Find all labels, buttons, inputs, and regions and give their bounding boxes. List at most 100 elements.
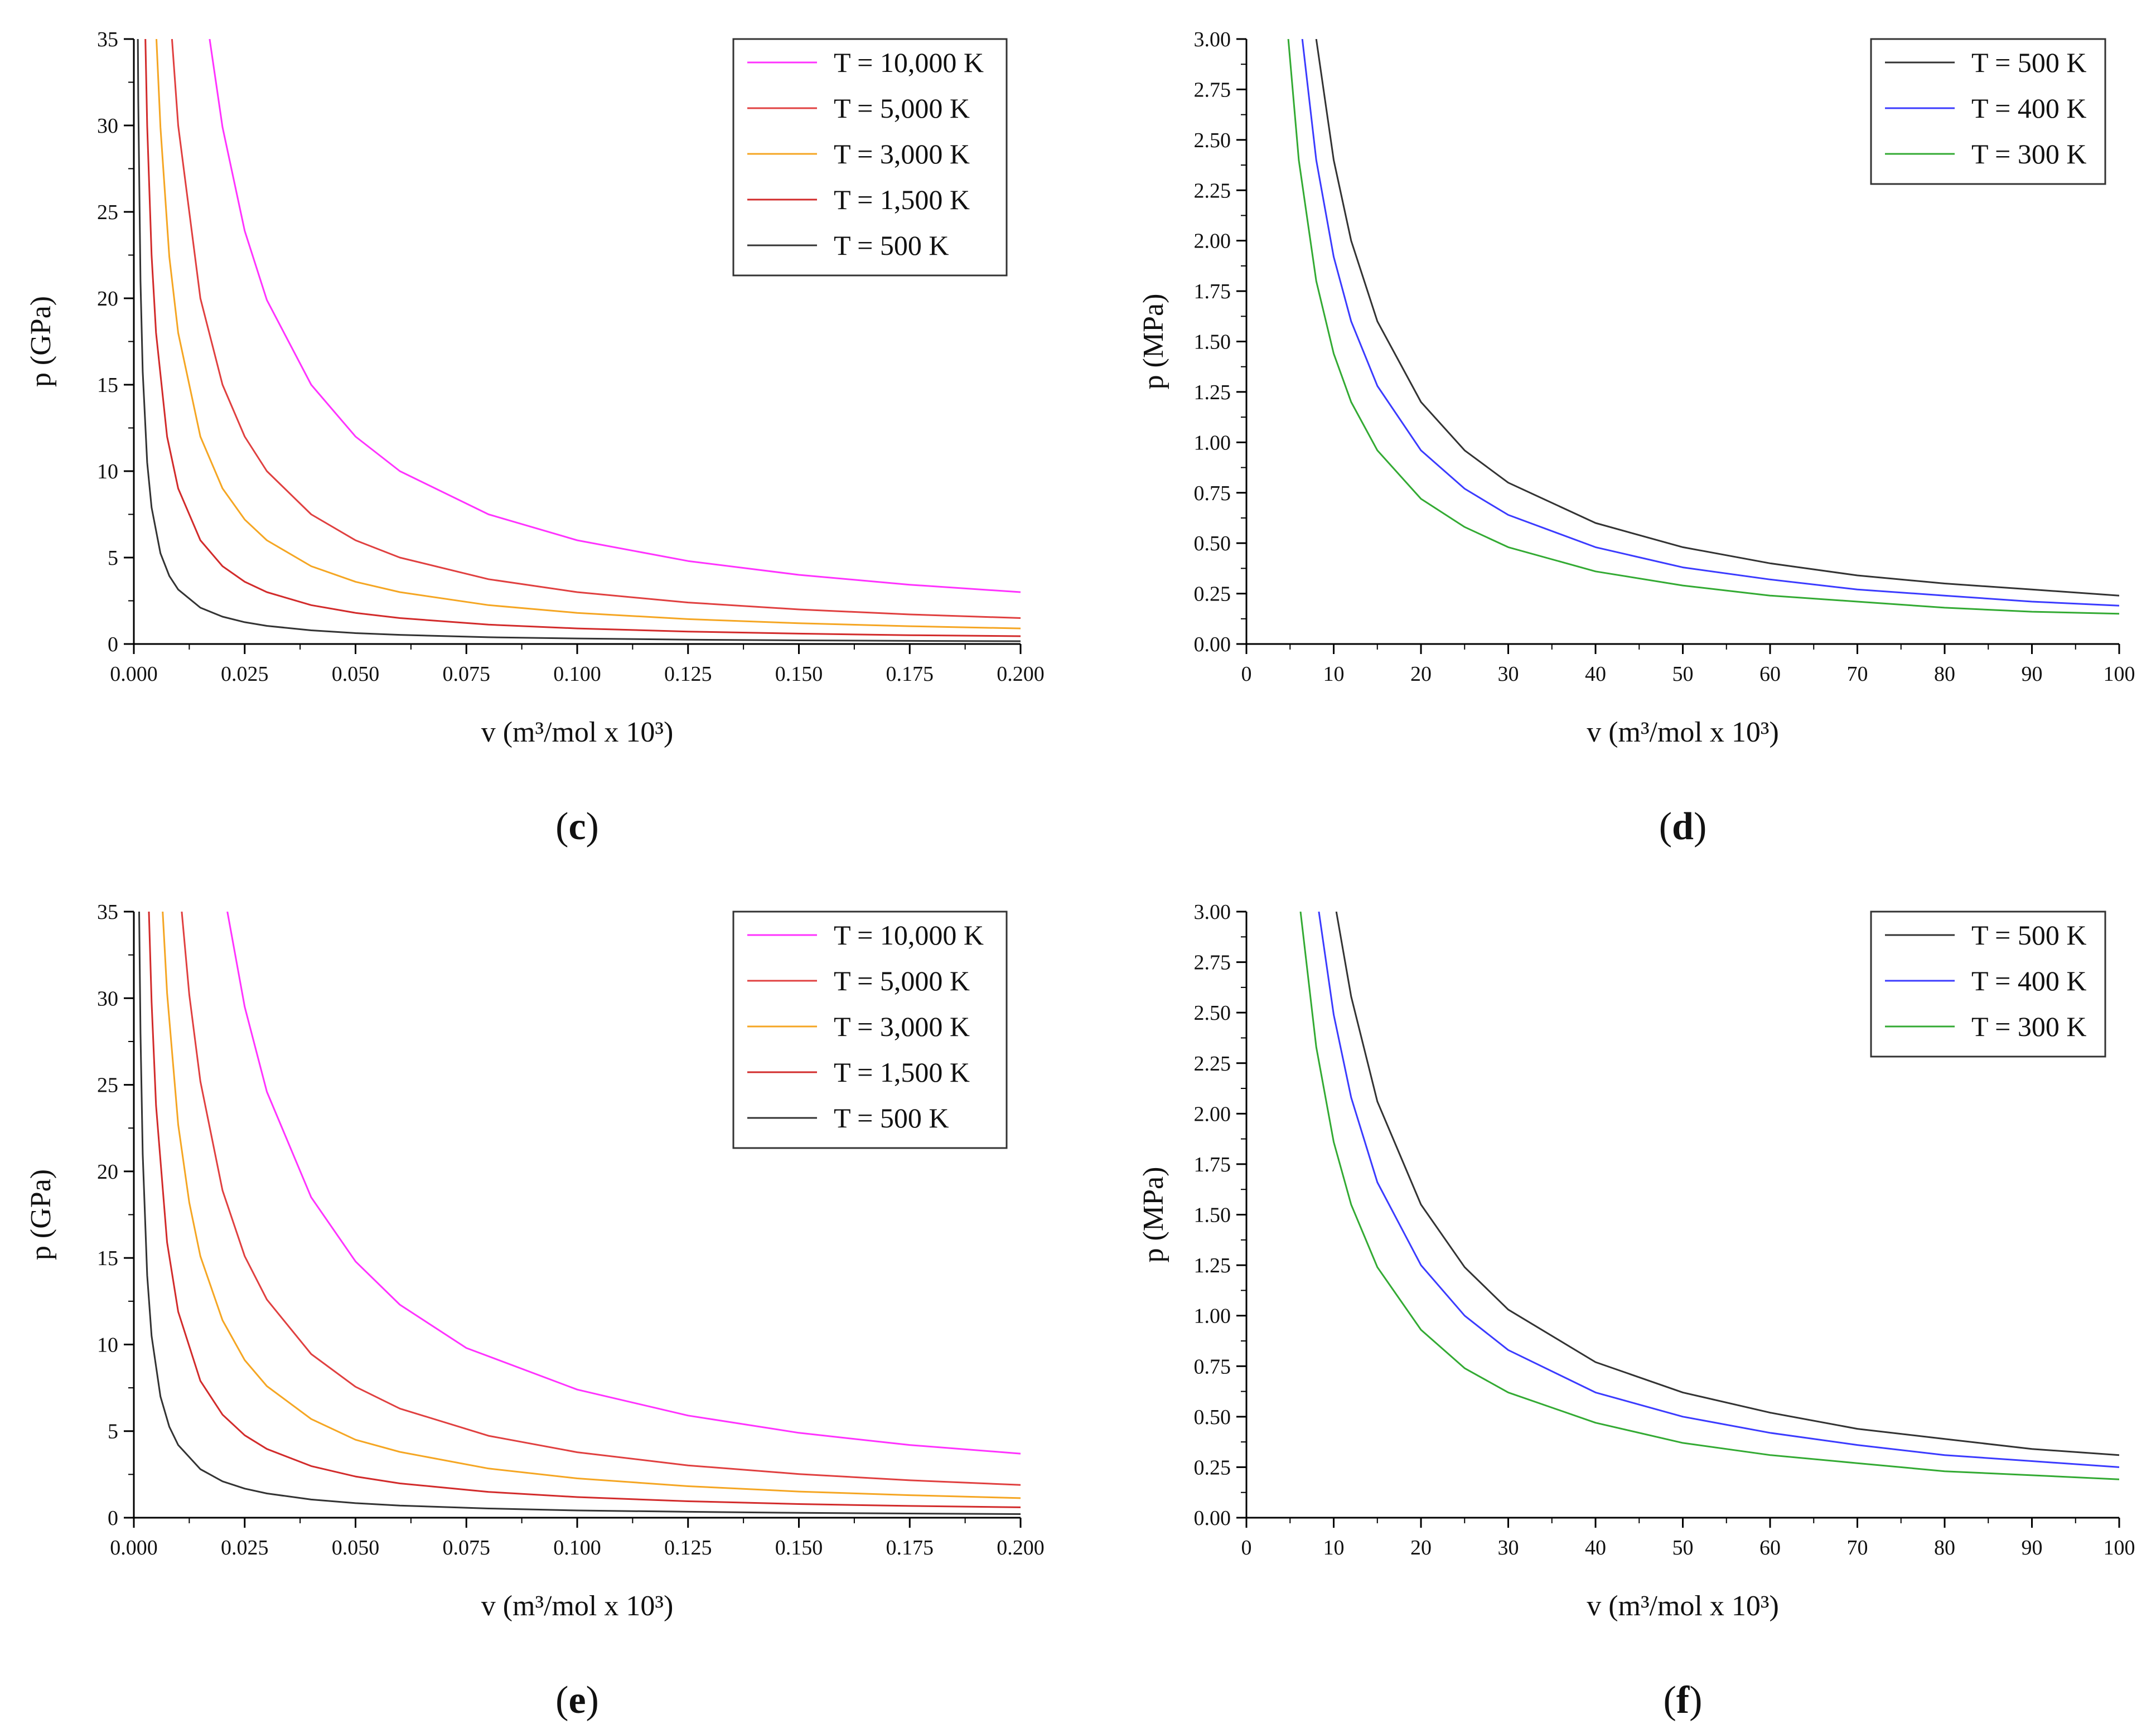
y-tick-label: 1.00 xyxy=(1194,1305,1231,1328)
x-tick-label: 0.150 xyxy=(775,662,823,686)
y-tick-label: 2.00 xyxy=(1194,1102,1231,1126)
x-tick-label: 0.125 xyxy=(664,662,712,686)
x-tick-label: 0.100 xyxy=(553,1536,601,1560)
x-tick-label: 0.150 xyxy=(775,1536,823,1560)
y-tick-label: 1.25 xyxy=(1194,381,1231,404)
y-tick-label: 0.75 xyxy=(1194,482,1231,505)
series-line-t-500-k xyxy=(1335,912,2119,1456)
y-tick-label: 25 xyxy=(97,1074,118,1097)
y-tick-label: 2.75 xyxy=(1194,951,1231,975)
x-tick-label: 0.200 xyxy=(997,1536,1045,1560)
series-line-t-300-k xyxy=(1287,39,2119,615)
x-tick-label: 20 xyxy=(1410,662,1432,686)
x-axis-label: v (m³/mol x 10³) xyxy=(1587,716,1779,748)
y-tick-label: 0.50 xyxy=(1194,532,1231,555)
y-tick-label: 1.50 xyxy=(1194,331,1231,354)
y-tick-label: 2.75 xyxy=(1194,78,1231,101)
series-line-t-400-k xyxy=(1301,39,2119,607)
x-tick-label: 0.050 xyxy=(332,662,380,686)
y-tick-label: 0 xyxy=(108,633,118,656)
legend-label: T = 500 K xyxy=(1971,919,2086,951)
series-line-t-3-000-k xyxy=(156,39,1021,629)
legend-label: T = 3,000 K xyxy=(834,138,970,170)
y-tick-label: 15 xyxy=(97,374,118,397)
legend-label: T = 1,500 K xyxy=(834,184,970,215)
y-tick-label: 1.50 xyxy=(1194,1204,1231,1227)
x-tick-label: 100 xyxy=(2104,1536,2135,1560)
series-line-t-1-500-k xyxy=(144,39,1021,637)
x-tick-label: 30 xyxy=(1498,1536,1519,1560)
y-tick-label: 0.75 xyxy=(1194,1355,1231,1378)
y-tick-label: 1.00 xyxy=(1194,431,1231,454)
legend-box xyxy=(732,911,1008,1149)
x-tick-label: 0.175 xyxy=(886,662,934,686)
y-axis-label: p (MPa) xyxy=(1138,1167,1169,1263)
y-tick-label: 15 xyxy=(97,1247,118,1270)
x-tick-label: 50 xyxy=(1672,662,1694,686)
x-tick-label: 70 xyxy=(1847,1536,1868,1560)
legend-label: T = 10,000 K xyxy=(834,919,984,951)
chart-panel-e: 0.000 0.025 0.050 0.075 0.100 0.125 0.150 0.175… xyxy=(25,900,1045,1722)
series-line-t-500-k xyxy=(137,39,1021,642)
y-tick-label: 2.00 xyxy=(1194,230,1231,253)
y-tick-label: 0.50 xyxy=(1194,1406,1231,1429)
legend-label: T = 400 K xyxy=(1971,93,2086,124)
panel-label: (c) xyxy=(555,805,599,848)
x-tick-label: 0.100 xyxy=(553,662,601,686)
x-axis-label: v (m³/mol x 10³) xyxy=(481,716,674,748)
y-axis-label: p (GPa) xyxy=(25,1169,57,1260)
series-line-t-300-k xyxy=(1299,912,2119,1480)
y-tick-label: 3.00 xyxy=(1194,28,1231,51)
y-tick-label: 0.00 xyxy=(1194,1507,1231,1530)
y-axis-label: p (MPa) xyxy=(1138,294,1169,390)
x-tick-label: 90 xyxy=(2022,662,2043,686)
panel-label: (e) xyxy=(555,1679,599,1722)
y-tick-label: 30 xyxy=(97,114,118,138)
y-tick-label: 1.25 xyxy=(1194,1254,1231,1277)
legend-label: T = 10,000 K xyxy=(834,47,984,78)
x-tick-label: 0.000 xyxy=(110,662,158,686)
y-tick-label: 1.75 xyxy=(1194,1153,1231,1176)
y-tick-label: 0.25 xyxy=(1194,583,1231,606)
y-tick-label: 25 xyxy=(97,201,118,224)
series-line-t-500-k xyxy=(1315,39,2119,597)
x-tick-label: 10 xyxy=(1323,662,1345,686)
y-tick-label: 5 xyxy=(108,1420,118,1444)
x-tick-label: 0.050 xyxy=(332,1536,380,1560)
x-tick-label: 40 xyxy=(1585,1536,1606,1560)
x-tick-label: 0 xyxy=(1241,1536,1252,1560)
legend-label: T = 3,000 K xyxy=(834,1011,970,1042)
x-tick-label: 0.200 xyxy=(997,662,1045,686)
legend-label: T = 5,000 K xyxy=(834,93,970,124)
series-line-t-500-k xyxy=(138,912,1021,1515)
x-tick-label: 80 xyxy=(1934,662,1955,686)
chart-panel-d: 0 10 20 30 40 50 60 70 80 90 100 0.00 0.25 0.50 0.75 1.… xyxy=(1138,28,2135,848)
legend-label: T = 1,500 K xyxy=(834,1057,970,1088)
legend-label: T = 500 K xyxy=(834,230,949,261)
x-tick-label: 0.000 xyxy=(110,1536,158,1560)
x-tick-label: 10 xyxy=(1323,1536,1345,1560)
y-tick-label: 2.50 xyxy=(1194,129,1231,152)
y-tick-label: 0.25 xyxy=(1194,1456,1231,1479)
series-line-t-400-k xyxy=(1318,912,2119,1468)
panel-label: (d) xyxy=(1659,805,1707,848)
legend-label: T = 400 K xyxy=(1971,965,2086,996)
x-tick-label: 70 xyxy=(1847,662,1868,686)
x-tick-label: 0.075 xyxy=(443,1536,491,1560)
y-tick-label: 35 xyxy=(97,900,118,924)
x-tick-label: 0.025 xyxy=(221,662,269,686)
x-tick-label: 80 xyxy=(1934,1536,1955,1560)
y-axis-label: p (GPa) xyxy=(25,296,57,387)
legend-label: T = 500 K xyxy=(834,1102,949,1134)
series-line-t-10-000-k xyxy=(226,912,1021,1455)
y-tick-label: 5 xyxy=(108,546,118,570)
x-axis-label: v (m³/mol x 10³) xyxy=(481,1590,674,1622)
y-tick-label: 2.50 xyxy=(1194,1001,1231,1025)
x-tick-label: 30 xyxy=(1498,662,1519,686)
x-tick-label: 100 xyxy=(2104,662,2135,686)
y-tick-label: 35 xyxy=(97,28,118,51)
x-axis-label: v (m³/mol x 10³) xyxy=(1587,1590,1779,1622)
y-tick-label: 1.75 xyxy=(1194,280,1231,303)
series-line-t-10-000-k xyxy=(209,39,1021,593)
